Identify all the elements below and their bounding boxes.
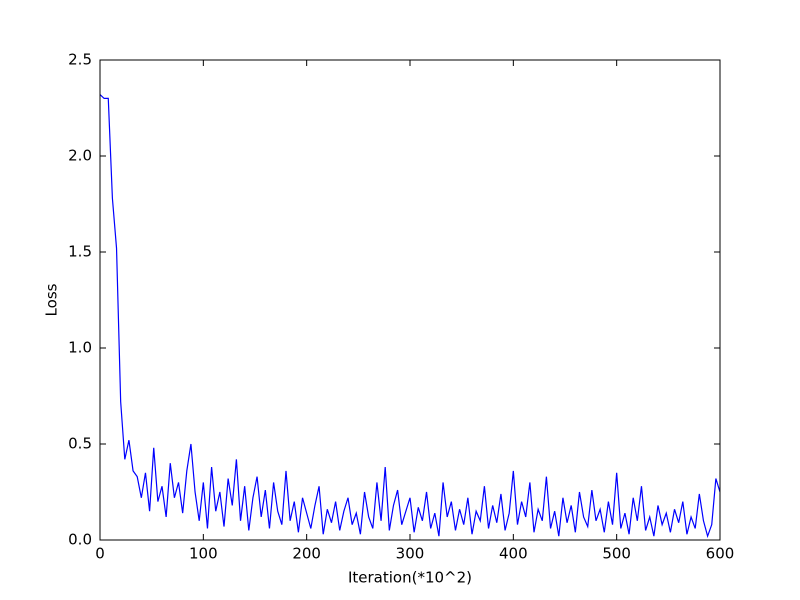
y-tick-label: 2.5	[68, 51, 92, 69]
x-tick-label: 400	[499, 545, 528, 563]
y-axis-label: Loss	[43, 283, 61, 316]
x-tick-label: 300	[396, 545, 425, 563]
y-tick-label: 2.0	[68, 147, 92, 165]
x-tick-label: 0	[95, 545, 105, 563]
y-tick-label: 1.0	[68, 339, 92, 357]
y-tick-label: 1.5	[68, 243, 92, 261]
x-tick-label: 100	[189, 545, 218, 563]
x-axis-label: Iteration(*10^2)	[348, 569, 472, 587]
y-tick-label: 0.0	[68, 531, 92, 549]
x-tick-label: 200	[292, 545, 321, 563]
x-tick-label: 500	[602, 545, 631, 563]
x-tick-label: 600	[706, 545, 735, 563]
y-tick-label: 0.5	[68, 435, 92, 453]
loss-line	[99, 94, 721, 539]
plot-frame	[99, 59, 721, 541]
